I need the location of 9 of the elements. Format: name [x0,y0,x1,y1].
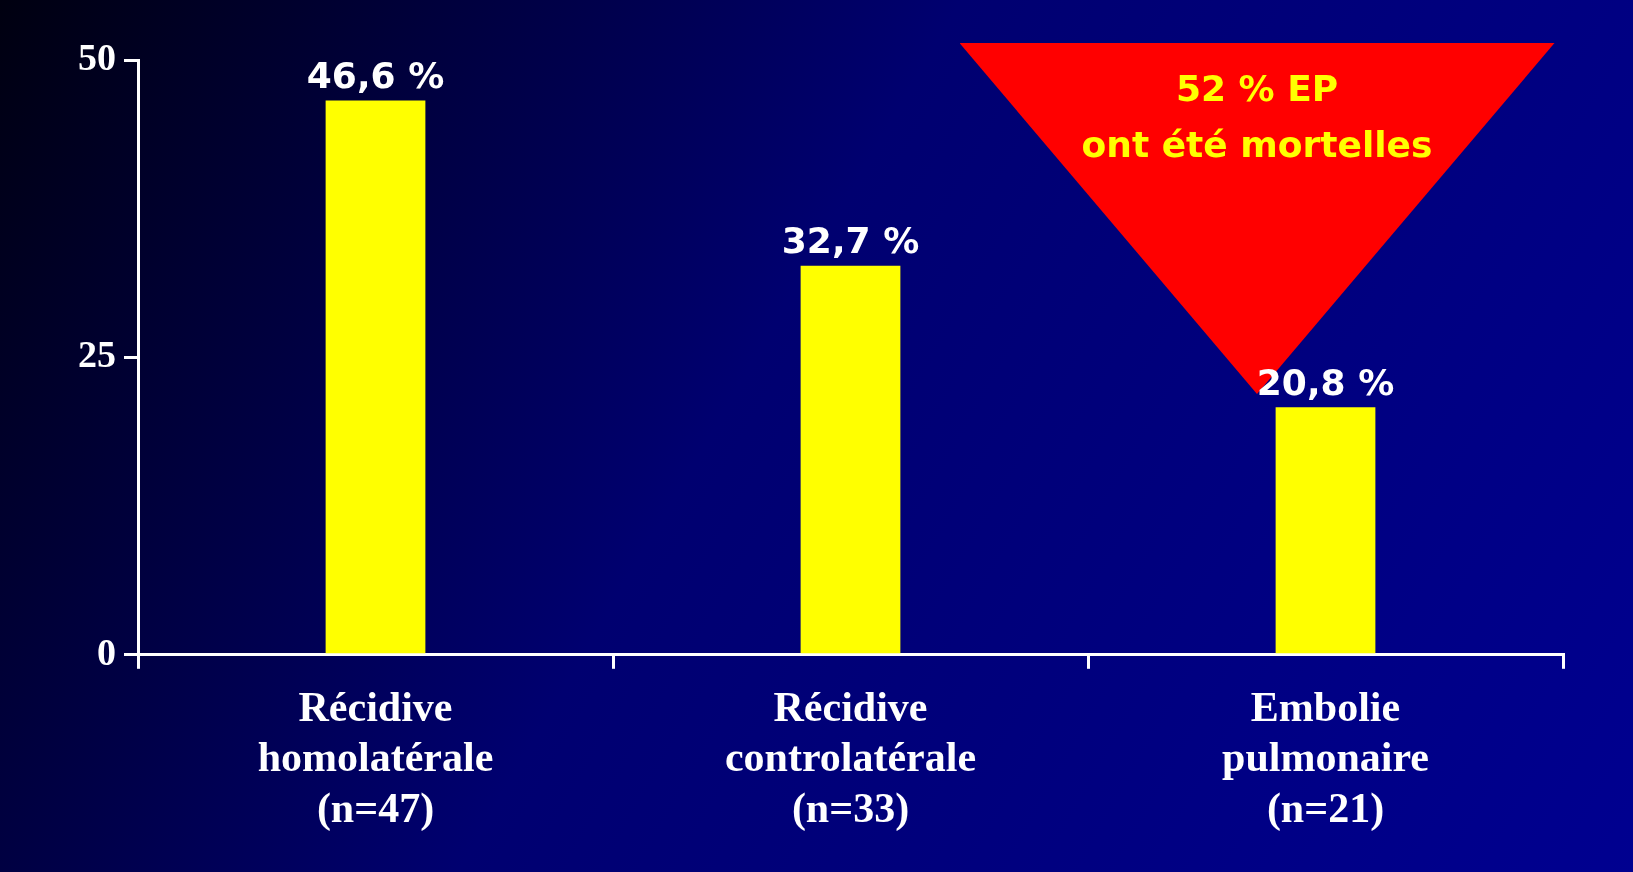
x-tick-label: Embolie pulmonaire (n=21) [1222,683,1429,832]
y-tick-label: 50 [78,35,116,78]
annotation: 52 % EP ont été mortelles [1080,67,1434,167]
x-tick-label: Récidive controlatérale (n=33) [724,683,977,832]
data-label: 46,6 % [306,54,445,96]
data-label: 32,7 % [781,220,920,262]
x-tick-label: Récidive homolatérale (n=47) [257,683,494,832]
y-tick-label: 0 [97,630,116,673]
y-tick-label: 25 [78,333,116,376]
